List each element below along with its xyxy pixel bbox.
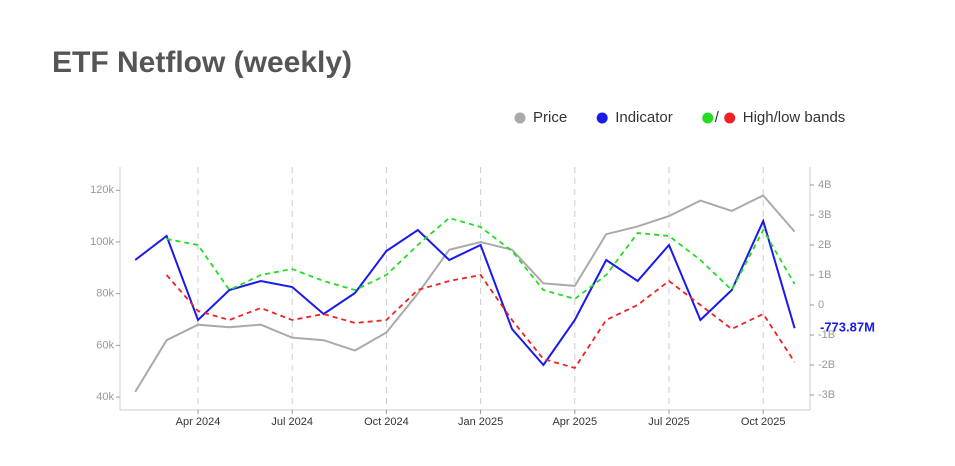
x-tick-label: Jul 2024 — [271, 416, 313, 428]
y2-tick-label: 2B — [818, 239, 831, 251]
chart-title: ETF Netflow (weekly) — [52, 46, 352, 79]
legend-separator: / — [715, 109, 720, 126]
x-tick-label: Apr 2025 — [552, 416, 597, 428]
x-tick-label: Jul 2025 — [648, 416, 690, 428]
y2-tick-label: 4B — [818, 179, 831, 191]
legend-swatch — [514, 112, 526, 124]
legend-swatch — [724, 112, 736, 124]
y-tick-label: 60k — [96, 339, 114, 351]
series-line — [134, 218, 796, 367]
y2-tick-label: -1B — [818, 329, 835, 341]
y-tick-label: 100k — [90, 236, 114, 248]
y2-tick-label: 1B — [818, 269, 831, 281]
y-tick-label: 40k — [96, 391, 114, 403]
y2-tick-label: 3B — [818, 209, 831, 221]
legend-label: Indicator — [615, 109, 673, 126]
y2-tick-label: -3B — [818, 389, 835, 401]
series-line — [165, 274, 796, 370]
x-tick-label: Apr 2024 — [176, 416, 221, 428]
series-line — [166, 217, 796, 300]
y2-tick-label: 0 — [818, 299, 824, 311]
legend-swatch — [596, 112, 608, 124]
y-tick-label: 120k — [90, 184, 114, 196]
series-line — [134, 194, 796, 393]
legend-swatch — [702, 112, 714, 124]
y2-tick-label: -2B — [818, 359, 835, 371]
legend-label: High/low bands — [743, 109, 846, 126]
legend-label: Price — [533, 109, 567, 126]
value-label: -773.87M — [820, 320, 875, 335]
x-tick-label: Oct 2025 — [741, 416, 786, 428]
x-tick-label: Oct 2024 — [364, 416, 409, 428]
x-tick-label: Jan 2025 — [458, 416, 503, 428]
y-tick-label: 80k — [96, 288, 114, 300]
